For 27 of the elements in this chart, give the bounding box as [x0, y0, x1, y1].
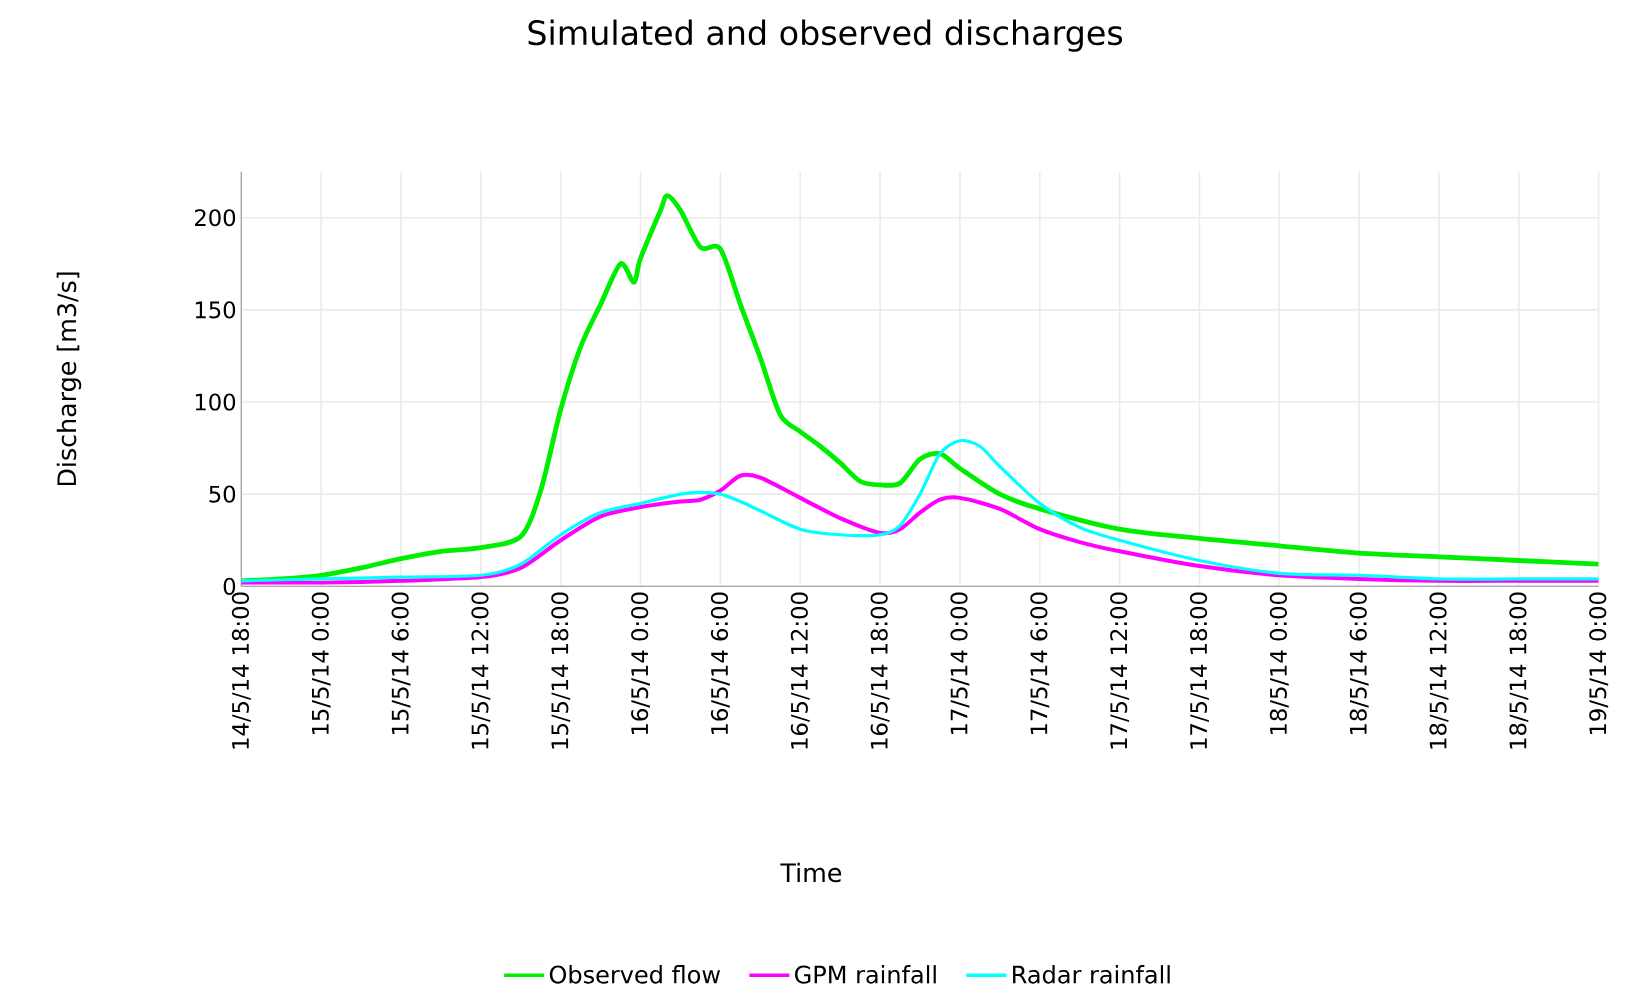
- x-tick-label: 19/5/14 0:00: [1589, 592, 1609, 735]
- x-tick-label: 18/5/14 12:00: [1429, 592, 1449, 749]
- y-tick-label: 200: [195, 209, 236, 227]
- x-tick-label: 16/5/14 6:00: [710, 592, 730, 735]
- x-tick-label: 16/5/14 0:00: [631, 592, 651, 735]
- legend-label: Observed flow: [549, 965, 721, 984]
- x-tick-label: 17/5/14 6:00: [1030, 592, 1050, 735]
- x-tick-label: 17/5/14 12:00: [1110, 592, 1130, 749]
- y-tick-label: 150: [195, 301, 236, 319]
- x-tick-label: 15/5/14 0:00: [311, 592, 331, 735]
- x-tick-label: 15/5/14 18:00: [551, 592, 571, 749]
- x-tick-label: 15/5/14 6:00: [391, 592, 411, 735]
- x-tick-label: 16/5/14 12:00: [790, 592, 810, 749]
- legend-label: GPM rainfall: [795, 965, 936, 984]
- x-tick-label: 18/5/14 18:00: [1509, 592, 1529, 749]
- y-tick-label: 100: [195, 393, 236, 411]
- y-tick-label: 50: [209, 485, 236, 503]
- y-axis-title: Discharge [m3/s]: [56, 272, 82, 486]
- x-tick-label: 17/5/14 18:00: [1189, 592, 1209, 749]
- x-tick-label: 18/5/14 0:00: [1269, 592, 1289, 735]
- x-axis-title: Time: [780, 862, 842, 883]
- x-tick-label: 16/5/14 18:00: [870, 592, 890, 749]
- x-tick-label: 17/5/14 0:00: [950, 592, 970, 735]
- x-tick-label: 15/5/14 12:00: [471, 592, 491, 749]
- chart-title: Simulated and observed discharges: [528, 19, 1123, 52]
- legend-label: Radar rainfall: [1013, 965, 1170, 984]
- x-tick-label: 18/5/14 6:00: [1349, 592, 1369, 735]
